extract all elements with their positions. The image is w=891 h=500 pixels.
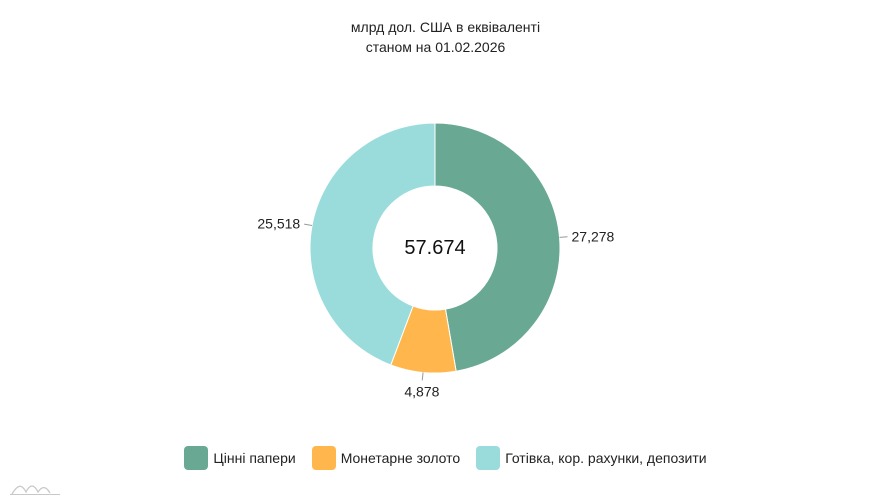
center-total-label: 57.674 [404, 237, 465, 259]
donut-chart: 27,278 4,878 25,518 57.674 [257, 122, 615, 399]
legend-item-cash[interactable]: Готівка, кор. рахунки, депозити [476, 446, 707, 470]
chart-subtitle-line-1: млрд дол. США в еквіваленті [350, 19, 541, 35]
legend-swatch-cash [476, 446, 501, 470]
value-label-securities: 27,278 [572, 228, 615, 244]
value-labels: 27,278 4,878 25,518 [257, 215, 614, 399]
legend-item-securities[interactable]: Цінні папери [184, 446, 296, 470]
chart-subtitle-line-2: станом на 01.02.2026 [365, 39, 506, 55]
slice-securities[interactable] [434, 122, 561, 372]
leader-line-gold [421, 372, 424, 381]
legend-label-gold: Монетарне золото [340, 450, 461, 466]
slice-cash[interactable] [309, 122, 436, 366]
legend-label-securities: Цінні папери [213, 450, 296, 466]
leader-line-cash [304, 223, 313, 227]
legend-item-gold[interactable]: Монетарне золото [311, 446, 461, 470]
leader-lines [304, 223, 568, 381]
slices-group [309, 122, 561, 374]
value-label-cash: 25,518 [257, 215, 300, 231]
legend-label-cash: Готівка, кор. рахунки, депозити [505, 450, 707, 466]
legend-swatch-gold [311, 446, 336, 470]
legend: Цінні папери Монетарне золото Готівка, к… [0, 446, 891, 470]
legend-swatch-securities [184, 446, 209, 470]
value-label-gold: 4,878 [404, 383, 439, 399]
watermark-logo-icon [10, 485, 60, 495]
leader-line-securities [559, 236, 568, 238]
